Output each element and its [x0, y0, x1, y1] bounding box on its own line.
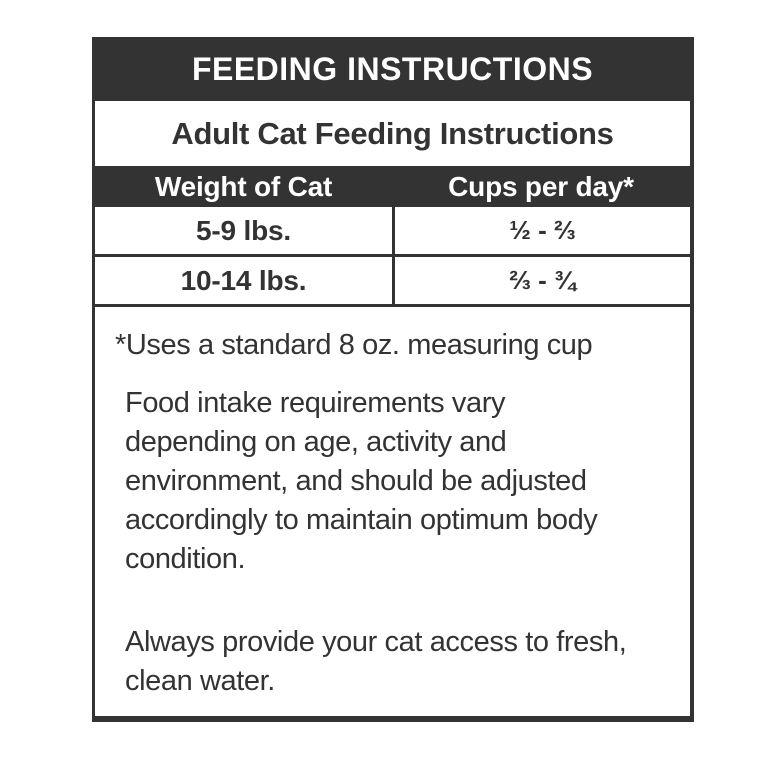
- table-row: 10-14 lbs. ⅔ - ¾: [95, 257, 690, 307]
- panel-header: FEEDING INSTRUCTIONS: [95, 37, 690, 101]
- subtitle-row: Adult Cat Feeding Instructions: [95, 101, 690, 166]
- cups-value: ⅔ - ¾: [509, 265, 576, 295]
- cups-value: ½ - ⅔: [509, 215, 576, 245]
- measuring-cup-footnote: *Uses a standard 8 oz. measuring cup: [115, 329, 593, 361]
- intake-paragraph: Food intake requirements vary depending …: [125, 387, 598, 575]
- weight-value: 10-14 lbs.: [95, 257, 395, 304]
- table-header-row: Weight of Cat Cups per day*: [95, 166, 690, 207]
- notes-section: *Uses a standard 8 oz. measuring cup Foo…: [95, 307, 690, 701]
- column-header-weight: Weight of Cat: [154, 170, 333, 202]
- table-subtitle: Adult Cat Feeding Instructions: [171, 115, 614, 151]
- weight-value: 5-9 lbs.: [95, 207, 395, 254]
- column-header-cups: Cups per day*: [448, 170, 634, 202]
- table-row: 5-9 lbs. ½ - ⅔: [95, 207, 690, 257]
- feeding-instructions-panel: FEEDING INSTRUCTIONS Adult Cat Feeding I…: [92, 37, 694, 722]
- water-paragraph: Always provide your cat access to fresh,…: [125, 626, 627, 697]
- panel-title: FEEDING INSTRUCTIONS: [191, 50, 594, 87]
